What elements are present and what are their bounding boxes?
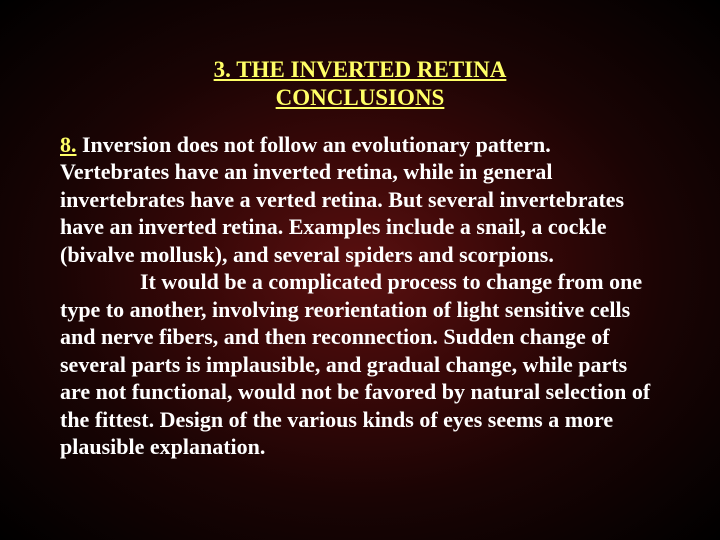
paragraph-1: Inversion does not follow an evolutionar… xyxy=(60,132,624,267)
slide-title: 3. THE INVERTED RETINA xyxy=(60,55,660,85)
paragraph-2: It would be a complicated process to cha… xyxy=(60,269,650,459)
item-number: 8. xyxy=(60,132,77,157)
body-text: 8. Inversion does not follow an evolutio… xyxy=(60,131,660,461)
slide-subtitle: CONCLUSIONS xyxy=(60,85,660,111)
slide-container: 3. THE INVERTED RETINA CONCLUSIONS 8. In… xyxy=(0,0,720,540)
